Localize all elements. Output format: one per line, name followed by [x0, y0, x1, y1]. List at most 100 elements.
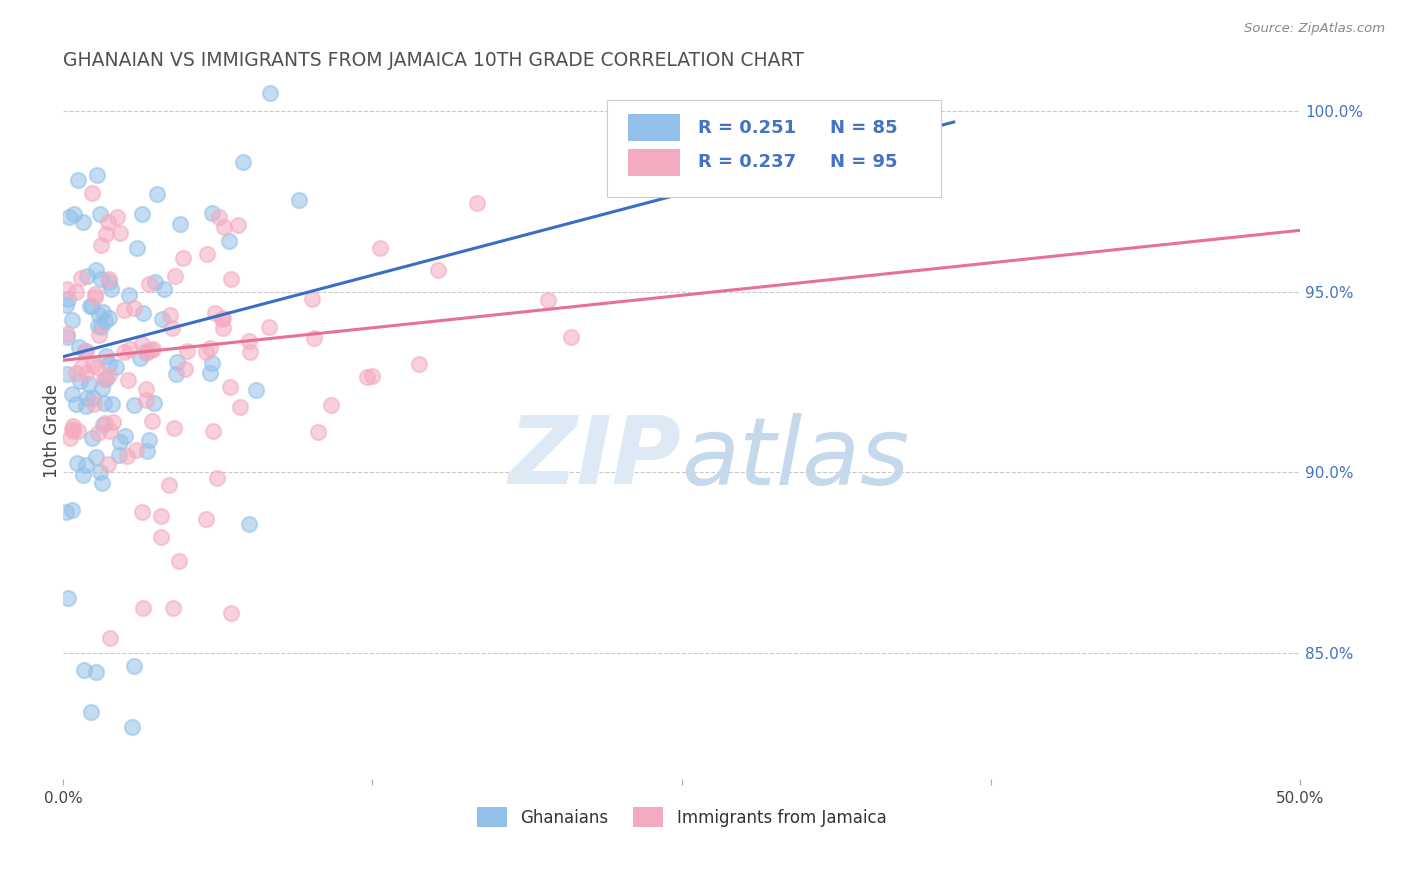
- Point: [304, 331, 326, 345]
- FancyBboxPatch shape: [607, 100, 942, 197]
- Point: [139, 343, 162, 357]
- Point: [100, 282, 122, 296]
- Point: [86, 665, 108, 679]
- Point: [408, 357, 430, 371]
- Text: atlas: atlas: [682, 413, 910, 504]
- Point: [238, 516, 260, 531]
- Point: [167, 553, 190, 567]
- Point: [122, 301, 145, 316]
- Point: [56, 292, 79, 306]
- Bar: [628, 114, 681, 141]
- Point: [118, 342, 141, 356]
- Point: [360, 369, 382, 384]
- Point: [204, 306, 226, 320]
- Point: [238, 334, 260, 348]
- Point: [218, 234, 240, 248]
- Point: [65, 285, 87, 299]
- Point: [93, 396, 115, 410]
- Point: [76, 392, 98, 406]
- Point: [59, 431, 82, 445]
- Point: [200, 206, 222, 220]
- Point: [301, 292, 323, 306]
- Point: [117, 373, 139, 387]
- Point: [90, 238, 112, 252]
- Point: [259, 320, 281, 334]
- Point: [211, 312, 233, 326]
- Point: [135, 382, 157, 396]
- Point: [135, 346, 157, 360]
- Point: [146, 186, 169, 201]
- Point: [93, 304, 115, 318]
- Point: [87, 309, 110, 323]
- Point: [90, 319, 112, 334]
- Point: [60, 387, 83, 401]
- Point: [75, 458, 97, 472]
- Point: [195, 512, 218, 526]
- Point: [122, 398, 145, 412]
- Y-axis label: 10th Grade: 10th Grade: [44, 384, 60, 477]
- Point: [136, 444, 159, 458]
- Point: [172, 251, 194, 265]
- Point: [75, 343, 97, 358]
- Point: [55, 505, 77, 519]
- Point: [80, 705, 103, 719]
- Point: [62, 424, 84, 438]
- Point: [145, 275, 167, 289]
- Point: [132, 601, 155, 615]
- Point: [427, 263, 450, 277]
- Point: [67, 173, 90, 187]
- Point: [75, 344, 97, 359]
- Point: [173, 361, 195, 376]
- Point: [198, 367, 221, 381]
- Point: [228, 218, 250, 232]
- Point: [239, 345, 262, 359]
- Point: [202, 424, 225, 438]
- Point: [112, 303, 135, 318]
- Point: [208, 211, 231, 225]
- Point: [104, 359, 127, 374]
- Point: [83, 397, 105, 411]
- Point: [66, 424, 89, 438]
- Text: N = 95: N = 95: [830, 153, 897, 171]
- Point: [65, 366, 87, 380]
- Point: [79, 299, 101, 313]
- Text: ZIP: ZIP: [509, 412, 682, 505]
- Point: [163, 421, 186, 435]
- Point: [91, 381, 114, 395]
- Point: [58, 210, 80, 224]
- Point: [131, 206, 153, 220]
- Point: [135, 393, 157, 408]
- Point: [97, 272, 120, 286]
- Point: [163, 268, 186, 283]
- Point: [138, 434, 160, 448]
- Point: [212, 219, 235, 234]
- Point: [55, 298, 77, 312]
- Point: [560, 330, 582, 344]
- Point: [356, 370, 378, 384]
- Text: R = 0.237: R = 0.237: [697, 153, 796, 171]
- Point: [73, 663, 96, 677]
- Point: [307, 425, 329, 439]
- Point: [76, 269, 98, 284]
- Point: [55, 367, 77, 381]
- Point: [86, 169, 108, 183]
- Point: [55, 326, 77, 341]
- Point: [82, 359, 104, 373]
- Point: [87, 426, 110, 441]
- Point: [63, 207, 86, 221]
- Point: [114, 429, 136, 443]
- Point: [245, 384, 267, 398]
- Point: [96, 372, 118, 386]
- Point: [108, 434, 131, 449]
- Point: [72, 215, 94, 229]
- Point: [94, 416, 117, 430]
- Point: [212, 310, 235, 325]
- Point: [125, 443, 148, 458]
- Point: [153, 282, 176, 296]
- Point: [128, 351, 150, 365]
- Point: [201, 356, 224, 370]
- Point: [107, 448, 129, 462]
- Point: [166, 355, 188, 369]
- Point: [198, 342, 221, 356]
- Point: [82, 392, 104, 406]
